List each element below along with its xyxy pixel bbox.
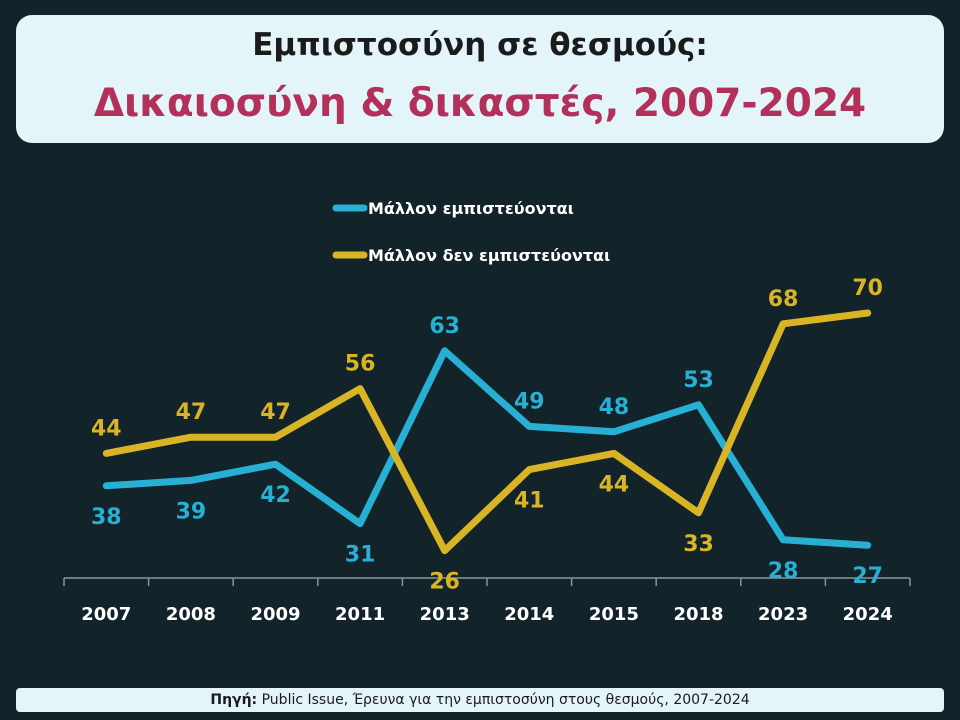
series-line xyxy=(102,309,872,555)
data-label: 47 xyxy=(176,400,207,425)
title-banner: Εμπιστοσύνη σε θεσμούς: Δικαιοσύνη & δικ… xyxy=(16,15,944,143)
series-lines xyxy=(102,309,872,555)
data-label: 48 xyxy=(599,395,630,420)
series-line xyxy=(102,347,872,549)
x-tick-label: 2007 xyxy=(81,604,131,625)
data-label: 39 xyxy=(176,499,207,524)
data-label: 27 xyxy=(852,564,883,589)
data-label: 42 xyxy=(260,483,291,508)
x-tick-label: 2023 xyxy=(758,604,808,625)
data-label: 47 xyxy=(260,400,291,425)
data-label: 53 xyxy=(683,368,714,393)
x-tick-label: 2018 xyxy=(673,604,723,625)
x-tick-label: 2024 xyxy=(843,604,893,625)
chart-title-line1: Εμπιστοσύνη σε θεσμούς: xyxy=(252,27,708,63)
data-label: 56 xyxy=(345,352,376,377)
legend-label: Μάλλον δεν εμπιστεύονται xyxy=(368,246,610,265)
x-tick-label: 2015 xyxy=(589,604,639,625)
data-label: 49 xyxy=(514,389,545,414)
legend-label: Μάλλον εμπιστεύονται xyxy=(368,199,574,218)
data-label: 28 xyxy=(768,559,799,584)
x-tick-label: 2013 xyxy=(420,604,470,625)
chart-title-line2: Δικαιοσύνη & δικαστές, 2007-2024 xyxy=(93,81,867,126)
data-label: 33 xyxy=(683,532,714,557)
data-label: 44 xyxy=(599,472,630,497)
source-note: Πηγή: Public Issue, Έρευνα για την εμπισ… xyxy=(16,688,944,712)
x-tick-label: 2008 xyxy=(166,604,216,625)
line-chart: Μάλλον εμπιστεύονται Μάλλον δεν εμπιστεύο… xyxy=(63,199,911,625)
data-label: 41 xyxy=(514,489,545,514)
source-text: Public Issue, Έρευνα για την εμπιστοσύνη… xyxy=(261,692,750,708)
data-label: 63 xyxy=(429,314,460,339)
chart-legend: Μάλλον εμπιστεύονται Μάλλον δεν εμπιστεύο… xyxy=(332,199,610,265)
data-label: 68 xyxy=(768,287,799,312)
x-tick-label: 2011 xyxy=(335,604,385,625)
data-label: 26 xyxy=(429,570,460,595)
data-label: 31 xyxy=(345,543,376,568)
x-axis: 2007 2008 2009 2011 2013 2014 2015 2018 2023 2024 xyxy=(63,577,911,625)
data-labels: 38 44 39 47 42 47 31 56 63 26 49 41 48 44 53 33 28 68 27 70 xyxy=(91,276,883,595)
source-label: Πηγή: xyxy=(210,692,258,708)
x-tick-label: 2009 xyxy=(250,604,300,625)
x-tick-label: 2014 xyxy=(504,604,554,625)
data-label: 44 xyxy=(91,416,122,441)
data-label: 38 xyxy=(91,505,122,530)
data-label: 70 xyxy=(852,276,883,301)
